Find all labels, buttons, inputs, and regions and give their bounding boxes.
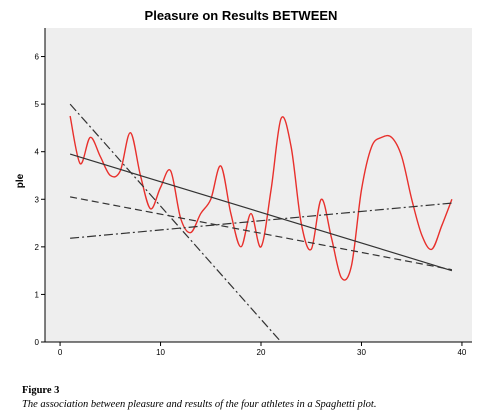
axes [44, 28, 472, 343]
series-line-solid [69, 153, 453, 272]
series-layer [69, 103, 453, 343]
series-line-dash-dot-steep [69, 103, 282, 343]
series-line-red-curve [69, 115, 453, 281]
chart: Pleasure on Results BETWEEN ple 01234560… [15, 8, 472, 357]
y-tick-label: 2 [35, 243, 40, 252]
y-tick-label: 6 [35, 53, 40, 62]
y-tick-label: 5 [35, 100, 40, 109]
x-tick-label: 20 [257, 348, 266, 357]
chart-title: Pleasure on Results BETWEEN [145, 8, 338, 23]
x-tick-label: 0 [58, 348, 63, 357]
y-tick-label: 0 [35, 338, 40, 347]
y-axis-label: ple [15, 173, 26, 188]
y-tick-label: 3 [35, 195, 40, 204]
y-tick-label: 1 [35, 290, 40, 299]
y-tick-label: 4 [35, 148, 40, 157]
x-tick-label: 10 [156, 348, 165, 357]
figure-label: Figure 3 [22, 385, 60, 396]
x-tick-label: 30 [357, 348, 366, 357]
plot-area [45, 28, 472, 342]
figure-caption: The association between pleasure and res… [22, 399, 377, 410]
ticks-layer: 0 1 2 3 4 5 6 0 10 20 30 40 [35, 53, 467, 357]
series-line-dashed [70, 196, 453, 271]
x-tick-label: 40 [457, 348, 466, 357]
series-line-dash-dot [70, 202, 452, 239]
